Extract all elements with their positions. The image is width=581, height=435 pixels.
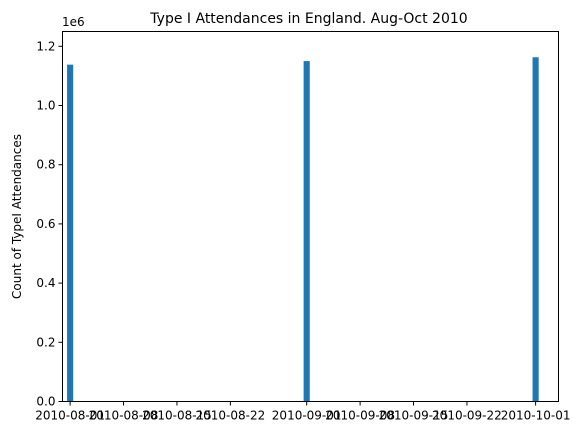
bars-group — [67, 57, 539, 402]
plot-frame — [62, 31, 559, 402]
y-tick-label: 1.2 — [36, 39, 55, 53]
y-tick-label: 0.2 — [36, 335, 55, 349]
x-tick-label: 2010-09-01 — [272, 409, 342, 423]
x-tick-label: 2010-10-01 — [501, 409, 571, 423]
x-tick-label: 2010-09-15 — [379, 409, 449, 423]
x-tick-label: 2010-08-22 — [196, 409, 266, 423]
y-tick-label: 0.4 — [36, 276, 55, 290]
y-ticks-group: 0.0 0.2 0.4 0.6 0.8 1.0 1.2 — [36, 39, 63, 409]
bar-2010-09-01 — [303, 61, 310, 402]
x-ticks-group: 2010-08-012010-08-082010-08-152010-08-22… — [35, 401, 571, 423]
bar-2010-10-01 — [532, 57, 539, 402]
x-tick-label: 2010-08-01 — [35, 409, 105, 423]
y-offset-text: 1e6 — [62, 15, 85, 29]
bar-2010-08-01 — [67, 64, 74, 402]
y-tick-label: 0.6 — [36, 217, 55, 231]
y-axis-label: Count of TypeI Attendances — [10, 134, 24, 299]
x-tick-label: 2010-09-08 — [325, 409, 395, 423]
x-tick-label: 2010-08-15 — [142, 409, 212, 423]
x-tick-label: 2010-09-22 — [432, 409, 502, 423]
y-tick-label: 0.8 — [36, 158, 55, 172]
y-tick-label: 1.0 — [36, 99, 55, 113]
chart-title: Type I Attendances in England. Aug-Oct 2… — [149, 11, 467, 27]
y-tick-label: 0.0 — [36, 395, 55, 409]
x-tick-label: 2010-08-08 — [89, 409, 159, 423]
